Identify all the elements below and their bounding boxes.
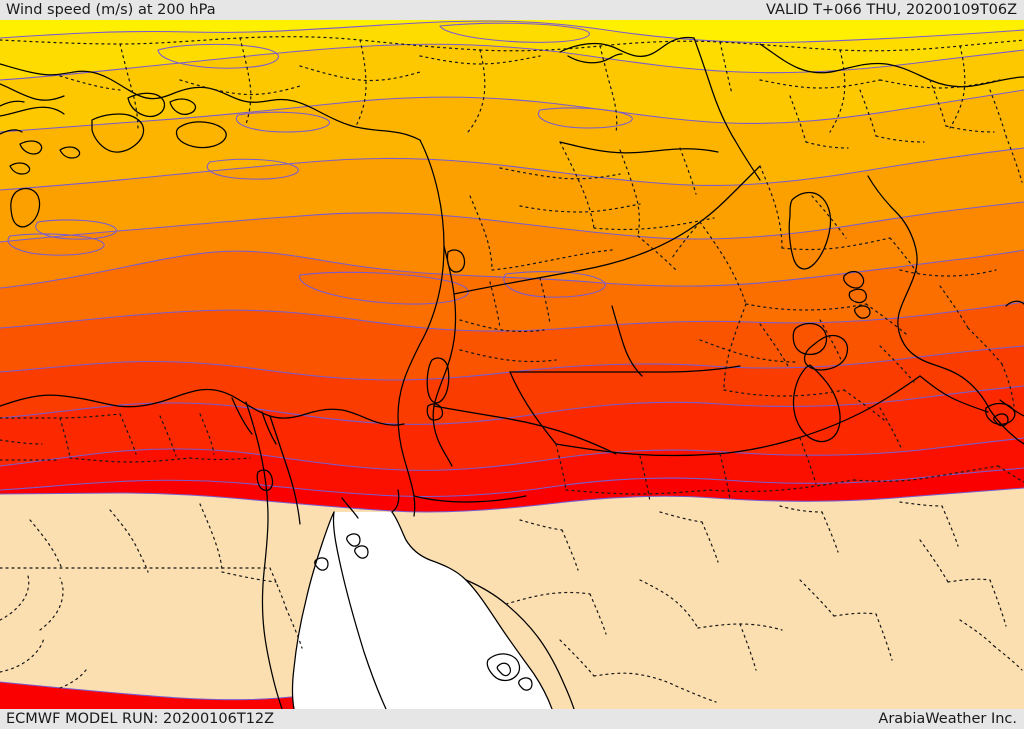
footer-bar: ECMWF MODEL RUN: 20200106T12Z ArabiaWeat… <box>0 709 1024 729</box>
masked-water-red-sea <box>292 512 552 709</box>
valid-time-label: VALID T+066 THU, 20200109T06Z <box>766 2 1017 18</box>
header-bar: Wind speed (m/s) at 200 hPa VALID T+066 … <box>0 0 1024 20</box>
wind-speed-contour-map[interactable] <box>0 20 1024 709</box>
province-boundaries <box>0 36 1024 703</box>
filled-contour-bands <box>0 20 1024 709</box>
model-run-label: ECMWF MODEL RUN: 20200106T12Z <box>6 711 275 727</box>
page-title: Wind speed (m/s) at 200 hPa <box>6 2 216 18</box>
provider-label: ArabiaWeather Inc. <box>878 711 1017 727</box>
band-fill-beige <box>0 488 1024 709</box>
coastlines-and-borders <box>0 36 1024 709</box>
forecast-map[interactable] <box>0 20 1024 709</box>
